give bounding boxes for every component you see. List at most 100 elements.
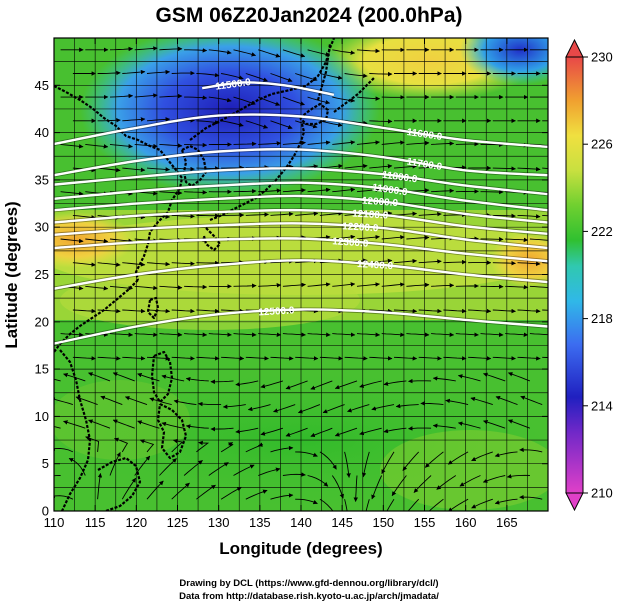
wind-arrow	[171, 356, 195, 361]
wind-arrow	[443, 308, 467, 314]
wind-arrow	[418, 211, 442, 217]
wind-arrow	[208, 49, 232, 55]
wind-arrow	[260, 380, 284, 389]
wind-arrow	[196, 440, 210, 453]
contour-label: 12100.0	[352, 209, 389, 222]
wind-arrow	[431, 141, 455, 146]
height-contour	[54, 237, 548, 263]
wind-arrow	[184, 95, 208, 100]
wind-arrow	[100, 395, 123, 406]
wind-arrow	[307, 475, 329, 487]
wind-arrow	[447, 451, 469, 465]
wind-arrow	[418, 308, 442, 314]
wind-arrow	[519, 447, 543, 453]
wind-arrow	[282, 472, 306, 477]
coast-korean-peninsula	[180, 144, 208, 188]
wind-arrow	[517, 166, 541, 172]
height-contour	[54, 259, 548, 290]
colorbar-gradient	[565, 56, 584, 494]
x-tick-label: 130	[208, 515, 230, 530]
wind-arrow	[122, 69, 146, 75]
wind-arrow	[369, 356, 393, 361]
wind-arrow	[122, 356, 146, 361]
wind-arrow	[72, 356, 97, 361]
wind-arrow	[245, 73, 268, 82]
wind-arrow	[443, 212, 467, 218]
wind-arrow	[344, 163, 368, 169]
wind-arrow	[517, 308, 541, 314]
wind-arrow	[457, 374, 481, 382]
wind-arrow	[258, 332, 282, 337]
wind-arrow	[198, 401, 222, 407]
wind-arrow	[245, 489, 268, 500]
contour-label: 11800.0	[381, 170, 418, 186]
wind-arrow	[270, 73, 293, 82]
wind-arrow	[471, 451, 493, 462]
wind-arrow	[146, 167, 171, 172]
wind-arrow	[506, 474, 530, 479]
coast-sakhalin	[316, 43, 332, 101]
wind-arrow	[221, 356, 245, 361]
y-tick-label: 30	[35, 220, 49, 235]
wind-arrow	[402, 451, 420, 471]
wind-arrow	[369, 308, 393, 314]
wind-arrow	[258, 283, 282, 288]
wind-arrow	[542, 262, 548, 264]
wind-arrow	[369, 258, 393, 264]
wind-arrow	[356, 234, 380, 240]
wind-arrow	[371, 404, 395, 411]
wind-arrow	[97, 356, 121, 361]
wind-arrow	[196, 72, 220, 78]
wind-arrow	[134, 46, 158, 51]
wind-arrow	[459, 475, 481, 487]
wind-arrow	[85, 285, 109, 291]
contour-label: 12000.0	[362, 196, 399, 209]
wind-arrow	[221, 73, 244, 80]
wind-arrow	[332, 187, 356, 193]
wind-arrow	[381, 140, 405, 145]
wind-arrow	[344, 73, 368, 78]
wind-arrow	[109, 46, 134, 52]
wind-arrow	[233, 283, 257, 289]
wind-arrow	[445, 398, 469, 406]
wind-arrow	[159, 190, 183, 196]
y-tick-label: 15	[35, 362, 49, 377]
wind-arrow	[492, 308, 516, 314]
height-contour	[54, 308, 548, 345]
wind-arrow	[184, 332, 208, 337]
contour-label: 12300.0	[332, 236, 369, 249]
wind-arrow	[369, 71, 393, 77]
x-tick-label: 145	[331, 515, 353, 530]
wind-arrow	[221, 120, 244, 127]
wind-arrow	[210, 379, 234, 385]
wind-arrow	[233, 188, 257, 194]
wind-arrow	[134, 332, 158, 337]
wind-arrow	[520, 395, 543, 406]
wind-arrow	[183, 460, 203, 476]
wind-arrow	[344, 499, 348, 511]
wind-arrow	[356, 282, 380, 287]
wind-arrow	[492, 213, 516, 219]
height-contour	[54, 208, 548, 235]
wind-arrow	[245, 356, 269, 361]
wind-arrow	[307, 282, 331, 287]
wind-arrow	[85, 238, 109, 244]
wind-arrow	[344, 356, 368, 361]
wind-arrow	[517, 261, 541, 266]
wind-arrow	[470, 396, 493, 406]
wind-arrow	[393, 258, 418, 264]
wind-arrow	[159, 143, 183, 148]
wind-arrow	[245, 212, 269, 217]
x-tick-label: 120	[125, 515, 147, 530]
wind-arrow	[85, 436, 100, 452]
wind-arrow	[319, 73, 343, 80]
wind-arrow	[542, 214, 548, 217]
wind-arrow	[408, 426, 432, 431]
wind-arrow	[159, 458, 177, 476]
wind-arrow	[431, 332, 455, 337]
wind-arrow	[505, 237, 529, 243]
wind-arrow	[359, 427, 382, 436]
wind-arrow	[542, 309, 548, 311]
wind-arrow	[353, 475, 359, 502]
wind-arrow	[356, 140, 380, 145]
